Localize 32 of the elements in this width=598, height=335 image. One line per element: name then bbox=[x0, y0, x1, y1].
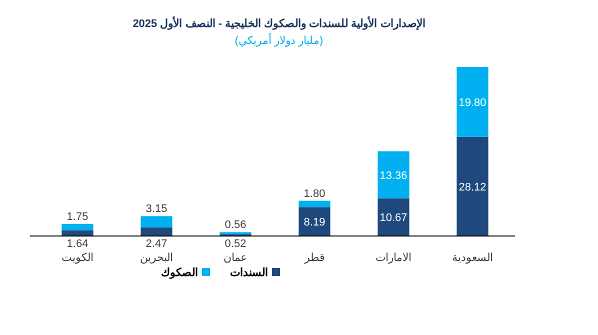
data-label: 1.75 bbox=[66, 211, 88, 224]
data-label: 28.12 bbox=[458, 181, 486, 194]
data-label: 19.80 bbox=[458, 96, 486, 109]
bar bbox=[62, 230, 94, 236]
legend-label: السندات bbox=[230, 267, 268, 279]
data-label: 8.19 bbox=[304, 216, 326, 229]
legend-label: الصكوك bbox=[161, 267, 198, 279]
x-tick-label: عمان bbox=[224, 252, 248, 264]
bar bbox=[140, 216, 172, 228]
data-label: 13.36 bbox=[380, 170, 408, 182]
bar bbox=[456, 67, 488, 137]
data-label: 3.15 bbox=[146, 203, 168, 216]
x-tick-label: السعودية bbox=[452, 252, 493, 264]
bar bbox=[378, 198, 410, 236]
data-label: 1.64 bbox=[66, 238, 88, 250]
data-label: 2.47 bbox=[146, 238, 168, 250]
data-label: 10.67 bbox=[380, 212, 408, 224]
bar bbox=[456, 136, 488, 236]
data-label: 0.56 bbox=[224, 219, 246, 232]
bar bbox=[298, 200, 330, 208]
x-tick-label: قطر bbox=[304, 252, 324, 264]
x-tick-label: الكويت bbox=[62, 252, 94, 264]
chart-title: الإصدارات الأولية للسندات والصكوك الخليجية - النصف الأول 2025 bbox=[132, 16, 426, 31]
chart-subtitle: (مليار دولار أمريكي) bbox=[234, 33, 324, 47]
data-label: 0.52 bbox=[224, 238, 246, 250]
data-label: 1.80 bbox=[304, 188, 326, 200]
bar bbox=[378, 151, 410, 198]
bar bbox=[140, 227, 172, 236]
x-tick-label: الامارات bbox=[376, 252, 412, 264]
bar bbox=[62, 224, 94, 230]
bar bbox=[298, 207, 330, 236]
x-tick-label: البحرين bbox=[140, 252, 173, 264]
